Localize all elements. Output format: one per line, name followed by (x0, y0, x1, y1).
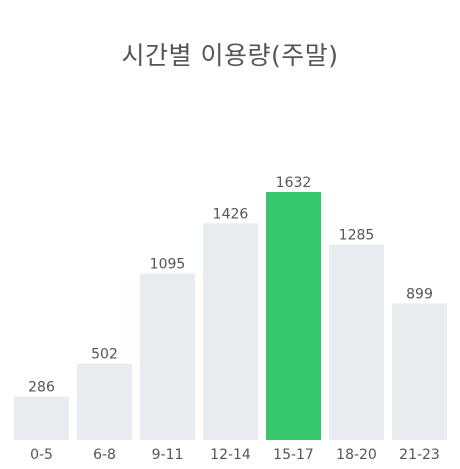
x-tick-label-9-11: 9-11 (152, 447, 184, 463)
bar-18-20 (329, 245, 384, 440)
x-tick-label-18-20: 18-20 (336, 447, 377, 463)
value-label-12-14: 1426 (213, 206, 249, 222)
value-label-18-20: 1285 (339, 228, 375, 244)
x-tick-label-0-5: 0-5 (30, 447, 53, 463)
x-tick-label-6-8: 6-8 (93, 447, 116, 463)
bar-0-5 (14, 397, 69, 440)
bar-21-23 (392, 303, 447, 440)
x-tick-label-12-14: 12-14 (210, 447, 251, 463)
bar-15-17 (266, 192, 321, 440)
x-tick-label-21-23: 21-23 (399, 447, 440, 463)
x-tick-label-15-17: 15-17 (273, 447, 314, 463)
bar-12-14 (203, 223, 258, 440)
value-label-0-5: 286 (28, 380, 55, 396)
value-label-15-17: 1632 (276, 175, 312, 191)
value-label-6-8: 502 (91, 347, 118, 363)
bar-9-11 (140, 274, 195, 440)
bar-6-8 (77, 364, 132, 440)
value-label-9-11: 1095 (150, 257, 186, 273)
value-label-21-23: 899 (406, 286, 433, 302)
